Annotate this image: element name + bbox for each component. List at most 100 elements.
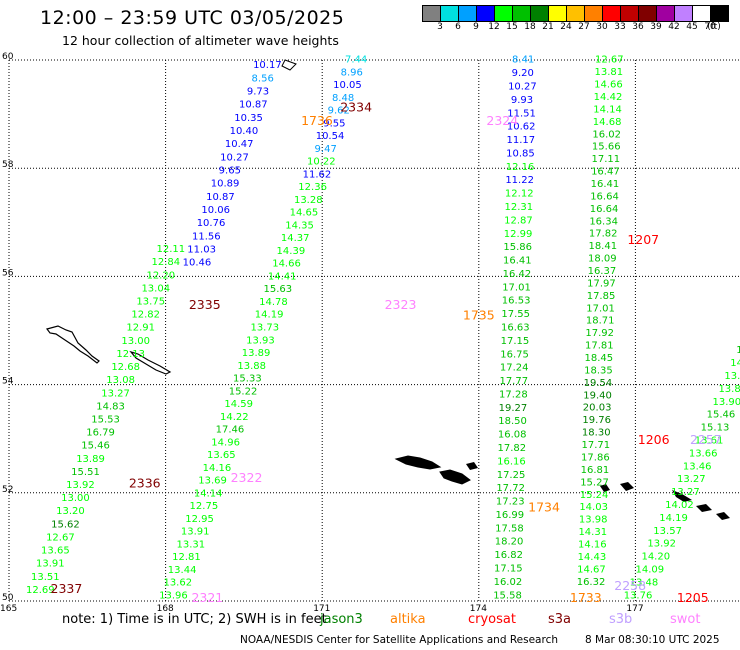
wave-height-value: 17.15 xyxy=(494,564,523,575)
legend-label: 3 xyxy=(437,22,443,32)
credit-line: NOAA/NESDIS Center for Satellite Applica… xyxy=(240,634,558,646)
wave-height-value: 13.00 xyxy=(61,493,90,504)
pass-number-label: 1206 xyxy=(638,432,670,447)
wave-height-value: 16.42 xyxy=(503,269,532,280)
latitude-tick-label: 60 xyxy=(2,52,14,62)
wave-height-value: 17.92 xyxy=(585,328,614,339)
wave-height-value: 13.92 xyxy=(647,539,676,550)
wave-height-value: 14.02 xyxy=(665,500,694,511)
latitude-tick-label: 58 xyxy=(2,160,14,170)
legend-label: 21 xyxy=(542,22,554,32)
island-small-1 xyxy=(466,462,478,470)
wave-height-value: 18.41 xyxy=(588,241,617,252)
pass-number-label: 2323 xyxy=(385,297,417,312)
wave-height-value: 8.56 xyxy=(252,73,274,84)
wave-height-value: 16.81 xyxy=(581,465,610,476)
wave-height-value: 12.87 xyxy=(504,215,533,226)
pass-number-label: 1205 xyxy=(677,590,709,605)
legend-label: 70 xyxy=(704,22,716,32)
page-title: 12:00 – 23:59 UTC 03/05/2025 xyxy=(40,7,345,29)
wave-height-value: 10.17 xyxy=(253,60,282,71)
pass-number-label: 2322 xyxy=(231,470,263,485)
wave-height-value: 11.62 xyxy=(303,169,332,180)
legend-label: 15 xyxy=(506,22,518,32)
wave-height-value: 14.78 xyxy=(259,297,288,308)
pass-number-label: 1736 xyxy=(301,113,333,128)
wave-height-value: 13.76 xyxy=(624,590,653,601)
wave-height-value: 17.82 xyxy=(497,443,526,454)
wave-height-value: 11.17 xyxy=(507,135,536,146)
wave-height-value: 7.44 xyxy=(345,55,367,66)
graticule xyxy=(8,59,740,602)
wave-height-value: 11.56 xyxy=(192,231,221,242)
land-outlines xyxy=(45,59,730,520)
wave-height-value: 14.19 xyxy=(659,513,688,524)
wave-height-value: 10.89 xyxy=(211,179,240,190)
wave-height-value: 17.86 xyxy=(581,452,610,463)
legend-label: 33 xyxy=(614,22,626,32)
wave-height-value: 17.71 xyxy=(581,440,610,451)
wave-height-value: 10.27 xyxy=(220,152,249,163)
island-small-2 xyxy=(600,484,610,492)
wave-height-value: 9.62 xyxy=(328,106,350,117)
wave-height-value: 17.46 xyxy=(216,425,245,436)
wave-height-value: 12.82 xyxy=(131,310,160,321)
wave-height-value: 11.51 xyxy=(507,108,536,119)
wave-height-value: 17.01 xyxy=(586,303,615,314)
wave-height-value: 16.63 xyxy=(501,323,530,334)
wave-height-value: 18.09 xyxy=(588,254,617,265)
wave-height-value: 10.87 xyxy=(206,192,235,203)
wave-height-value: 18.71 xyxy=(586,316,615,327)
wave-height-value: 15.66 xyxy=(592,142,621,153)
island-attu xyxy=(45,325,100,364)
pass-number-label: 1733 xyxy=(570,590,602,605)
wave-height-value: 13.44 xyxy=(168,565,197,576)
wave-height-value: 16.37 xyxy=(588,266,617,277)
wave-height-value: 13.87 xyxy=(718,384,740,395)
wave-height-value: 17.97 xyxy=(587,278,616,289)
wave-height-value: 13.65 xyxy=(41,546,70,557)
satellite-legend-altika: altika xyxy=(390,612,426,627)
wave-height-value: 12.75 xyxy=(190,501,219,512)
pass-number-label: 2335 xyxy=(189,297,221,312)
satellite-legend-s3a: s3a xyxy=(548,612,572,627)
satellite-legend-swot: swot xyxy=(670,612,701,627)
satellite-legend-s3b: s3b xyxy=(609,612,633,627)
wave-height-value: 14.43 xyxy=(578,552,607,563)
wave-height-value: 16.34 xyxy=(589,216,618,227)
wave-height-value: 15.51 xyxy=(71,467,100,478)
pass-number-label: 2258 xyxy=(614,578,646,593)
wave-height-value: 12.99 xyxy=(504,229,533,240)
wave-height-value: 13.88 xyxy=(237,361,266,372)
wave-height-value: 9.65 xyxy=(219,165,241,176)
wave-height-value: 19.40 xyxy=(583,390,612,401)
latitude-tick-label: 50 xyxy=(2,593,14,603)
wave-height-value: 16.47 xyxy=(591,167,620,178)
satellite-legend-jason3: jason3 xyxy=(320,612,363,627)
wave-height-value: 13.27 xyxy=(671,487,700,498)
wave-height-value: 10.40 xyxy=(230,126,259,137)
wave-height-value: 14.31 xyxy=(578,527,607,538)
wave-height-value: 14.59 xyxy=(224,399,253,410)
wave-height-value: 12.16 xyxy=(506,162,535,173)
wave-height-value: 13.96 xyxy=(159,590,188,601)
wave-height-value: 13.81 xyxy=(595,67,624,78)
wave-height-value: 13.82 xyxy=(724,371,740,382)
wave-height-value: 15.13 xyxy=(701,423,730,434)
wave-height-value: 13.98 xyxy=(579,515,608,526)
wave-height-value: 14.41 xyxy=(268,271,297,282)
wave-height-value: 14.70 xyxy=(730,358,740,369)
wave-height-value: 9.73 xyxy=(247,86,269,97)
wave-height-value: 17.81 xyxy=(585,341,614,352)
legend-label: 18 xyxy=(524,22,536,32)
wave-height-value: 19.76 xyxy=(582,415,611,426)
wave-height-value: 14.09 xyxy=(636,564,665,575)
page-subtitle: 12 hour collection of altimeter wave hei… xyxy=(62,33,339,48)
wave-height-value: 12.36 xyxy=(298,182,327,193)
island-small-3 xyxy=(620,482,634,491)
latitude-tick-label: 56 xyxy=(2,268,14,278)
pass-number-label: 1735 xyxy=(463,308,495,323)
wave-height-value: 16.79 xyxy=(86,428,115,439)
longitude-tick-label: 168 xyxy=(157,604,174,614)
